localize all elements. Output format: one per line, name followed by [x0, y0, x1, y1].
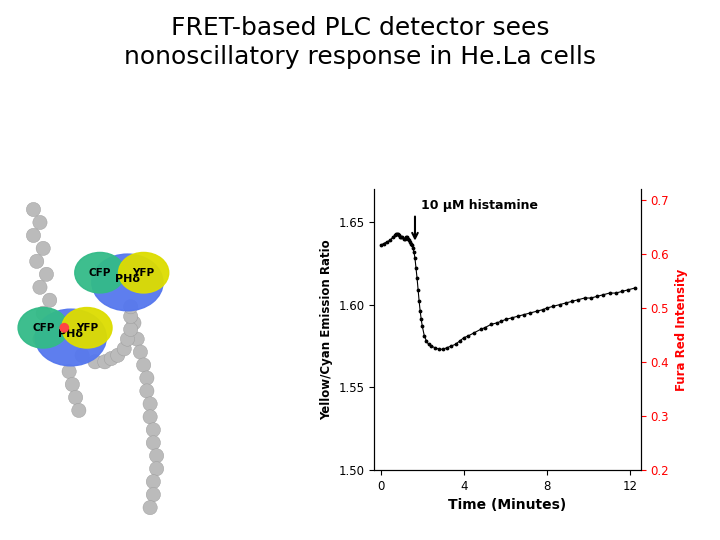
Circle shape [137, 358, 150, 372]
Circle shape [124, 309, 138, 323]
Circle shape [98, 355, 112, 369]
Circle shape [68, 390, 83, 404]
Circle shape [124, 322, 138, 336]
Ellipse shape [62, 308, 112, 348]
Circle shape [146, 423, 161, 437]
Circle shape [130, 332, 144, 346]
Circle shape [36, 306, 50, 320]
Text: PHδ: PHδ [115, 274, 140, 284]
Text: PHδ: PHδ [58, 329, 84, 339]
Circle shape [33, 332, 47, 346]
Circle shape [133, 345, 148, 359]
Y-axis label: Fura Red Intensity: Fura Red Intensity [675, 268, 688, 390]
Circle shape [72, 403, 86, 417]
Circle shape [88, 355, 102, 369]
Y-axis label: Yellow/Cyan Emission Ratio: Yellow/Cyan Emission Ratio [320, 239, 333, 420]
Circle shape [146, 488, 161, 502]
Text: 10 μM histamine: 10 μM histamine [421, 199, 539, 212]
Ellipse shape [92, 254, 163, 311]
Circle shape [36, 241, 50, 255]
Circle shape [75, 348, 89, 362]
Circle shape [66, 377, 79, 392]
X-axis label: Time (Minutes): Time (Minutes) [449, 498, 567, 512]
Circle shape [42, 293, 57, 307]
Ellipse shape [35, 309, 107, 366]
Circle shape [30, 254, 44, 268]
Circle shape [62, 364, 76, 379]
Text: YFP: YFP [76, 323, 98, 333]
Circle shape [120, 332, 135, 346]
Text: FRET-based PLC detector sees
nonoscillatory response in He.La cells: FRET-based PLC detector sees nonoscillat… [124, 16, 596, 69]
Circle shape [104, 352, 118, 366]
Circle shape [150, 449, 163, 463]
Circle shape [124, 300, 138, 314]
Circle shape [150, 462, 163, 476]
Ellipse shape [18, 308, 68, 348]
Ellipse shape [75, 252, 125, 293]
Circle shape [42, 319, 57, 333]
Circle shape [146, 436, 161, 450]
Circle shape [117, 342, 131, 356]
Circle shape [33, 280, 47, 294]
Circle shape [33, 215, 47, 230]
Text: CFP: CFP [32, 323, 55, 333]
Circle shape [146, 475, 161, 489]
Text: CFP: CFP [89, 268, 111, 278]
Circle shape [140, 384, 154, 398]
Circle shape [143, 501, 157, 515]
Text: YFP: YFP [132, 268, 155, 278]
Circle shape [111, 348, 125, 362]
Circle shape [60, 323, 68, 332]
Circle shape [40, 267, 53, 281]
Circle shape [27, 228, 40, 242]
Ellipse shape [119, 252, 168, 293]
Circle shape [143, 397, 157, 411]
Circle shape [127, 316, 141, 330]
Circle shape [27, 202, 40, 217]
Circle shape [143, 410, 157, 424]
Circle shape [140, 371, 154, 385]
